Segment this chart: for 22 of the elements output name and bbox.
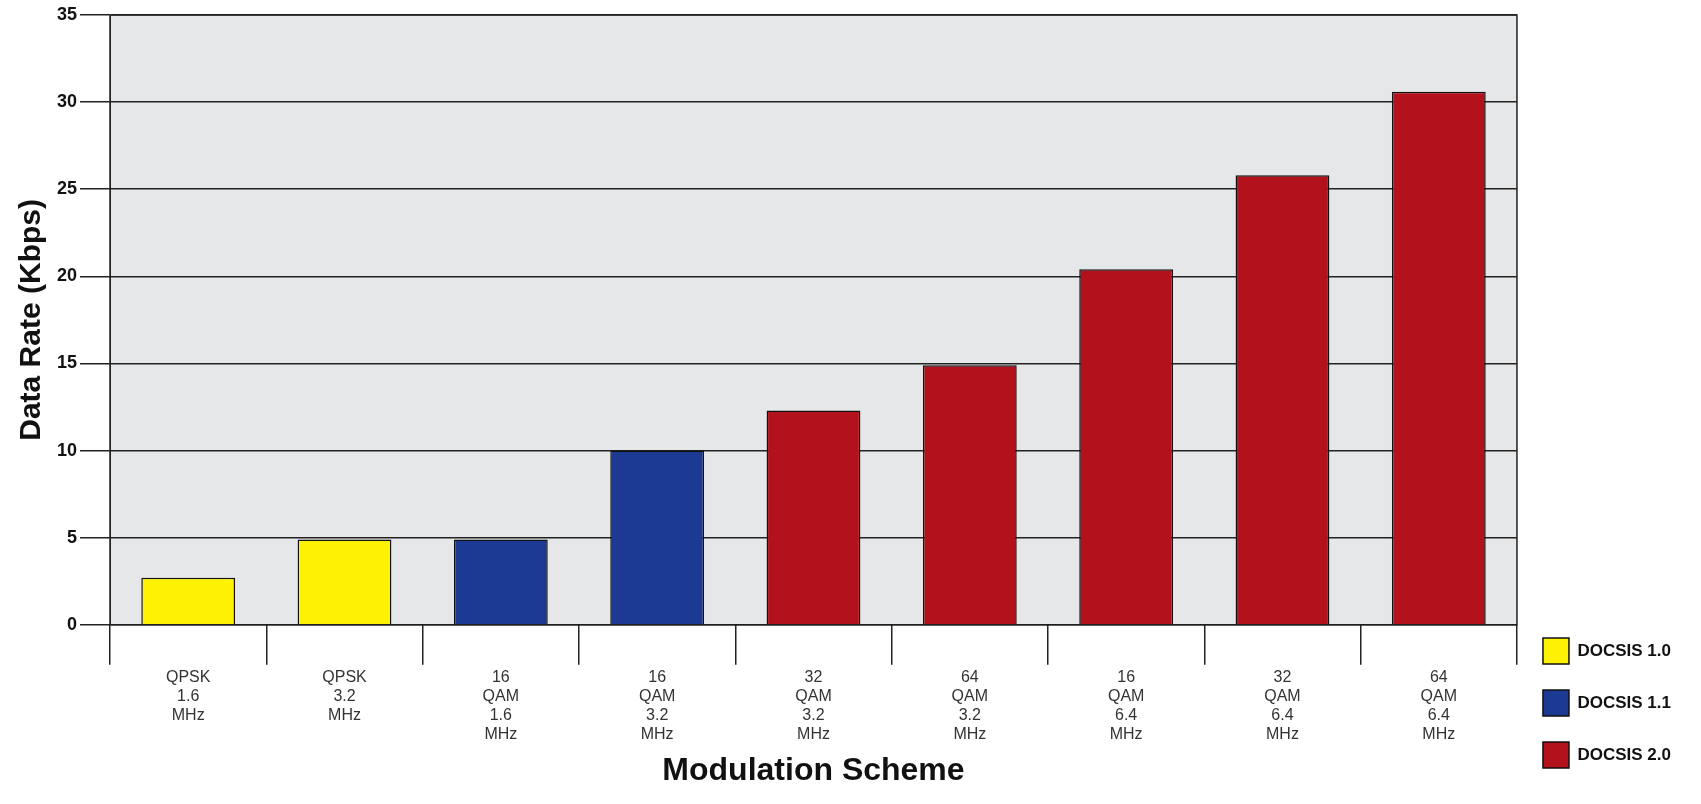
y-tick-label: 35 — [56, 3, 78, 24]
y-tick-label: 15 — [56, 352, 78, 373]
legend-label: DOCSIS 2.0 — [1577, 744, 1672, 764]
x-tick-label: QPSK 3.2 MHz — [322, 667, 368, 724]
x-tick-label: 16 QAM 6.4 MHz — [1107, 667, 1145, 743]
x-tick-label: 16 QAM 3.2 MHz — [638, 667, 676, 743]
x-tick-label: 32 QAM 6.4 MHz — [1264, 667, 1301, 743]
y-tick-label: 20 — [56, 265, 78, 286]
y-tick-label: 10 — [56, 439, 78, 460]
x-axis-title: Modulation Scheme — [662, 750, 965, 787]
x-tick-label: 64 QAM 6.4 MHz — [1420, 667, 1458, 743]
y-tick-label: 0 — [67, 613, 78, 634]
y-tick-label: 30 — [56, 91, 78, 112]
x-tick-label: 64 QAM 3.2 MHz — [951, 667, 989, 743]
x-tick-label: 16 QAM 1.6 MHz — [482, 667, 520, 743]
y-tick-label: 25 — [56, 178, 78, 199]
legend-label: DOCSIS 1.0 — [1577, 640, 1672, 660]
x-tick-label: 32 QAM 3.2 MHz — [795, 667, 832, 743]
legend-label: DOCSIS 1.1 — [1577, 692, 1672, 712]
x-tick-label: QPSK 1.6 MHz — [165, 667, 211, 724]
y-axis-title: Data Rate (Kbps) — [13, 199, 47, 441]
y-tick-label: 5 — [67, 526, 78, 547]
